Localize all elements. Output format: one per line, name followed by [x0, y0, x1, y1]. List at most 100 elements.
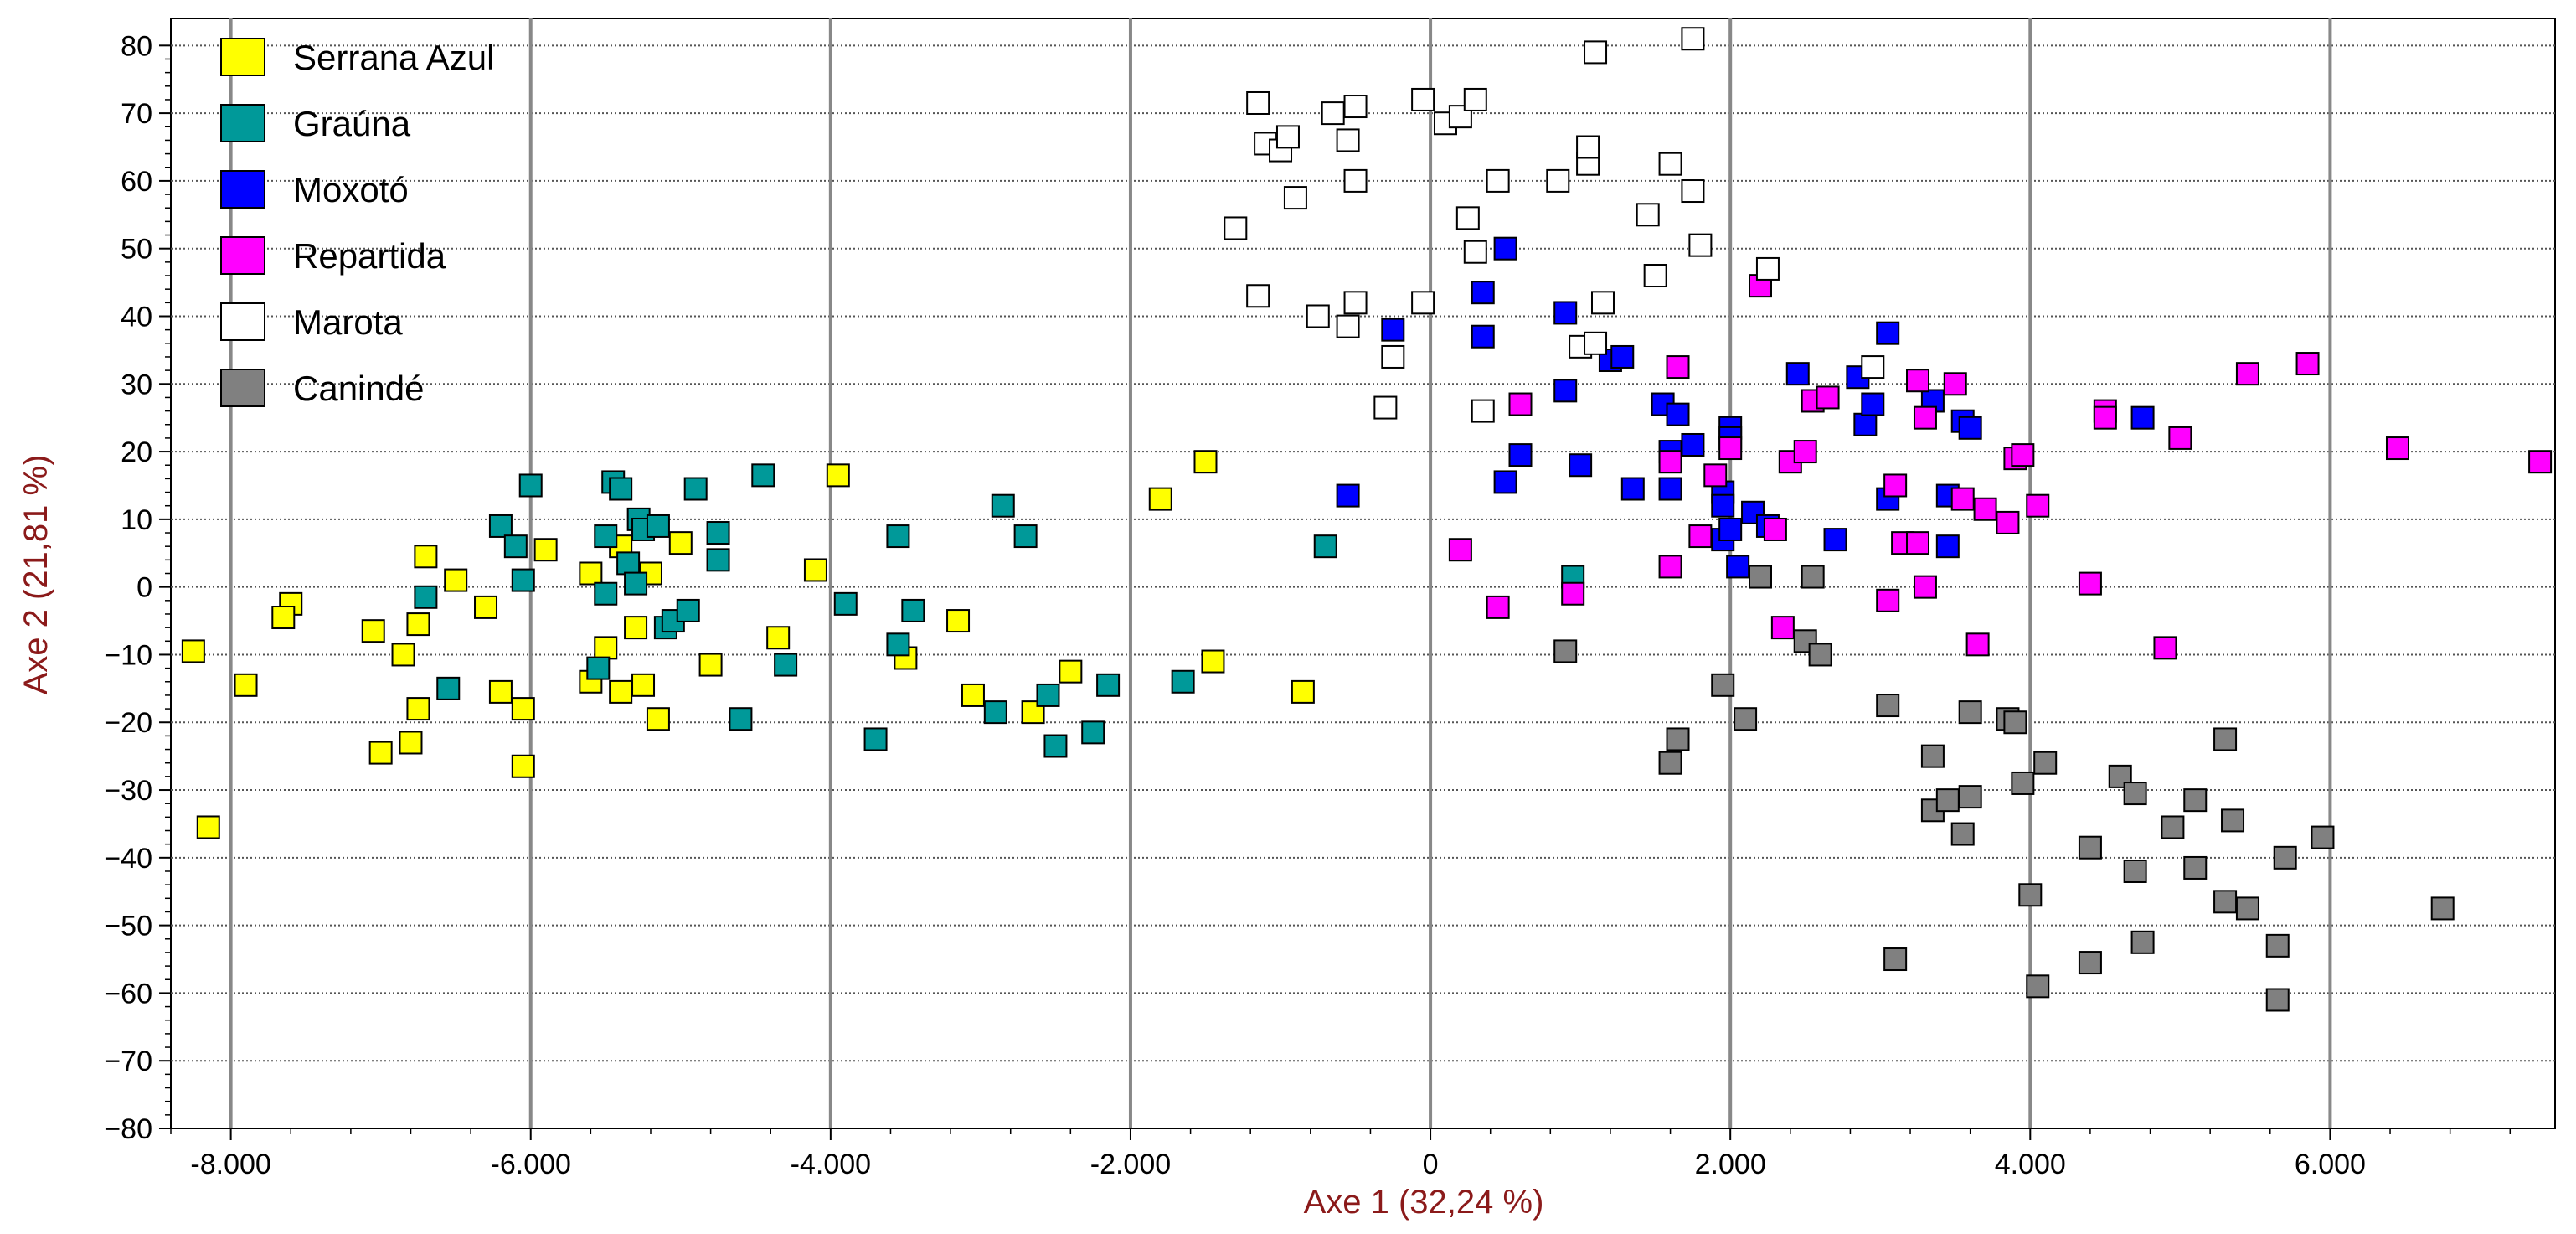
point-series-2	[1726, 555, 1750, 579]
point-series-0	[234, 673, 258, 697]
x-tick-label: 2.000	[1695, 1149, 1766, 1180]
point-series-4	[1373, 395, 1398, 420]
point-series-5	[2003, 710, 2027, 735]
legend-swatch	[220, 104, 265, 142]
point-series-0	[946, 609, 971, 633]
point-series-1	[488, 514, 513, 538]
point-series-0	[624, 616, 648, 640]
legend: Serrana Azul Graúna Moxotó Repartida Marota C…	[220, 38, 494, 408]
y-tick-label: 40	[121, 301, 152, 333]
point-series-0	[1201, 649, 1225, 674]
point-series-2	[1553, 379, 1578, 403]
point-series-5	[2130, 930, 2155, 954]
point-series-4	[1448, 105, 1472, 129]
point-series-5	[2123, 782, 2147, 806]
y-axis-title: Axe 2 (21,81 %)	[18, 455, 54, 695]
point-series-1	[676, 598, 700, 622]
point-series-4	[1584, 331, 1608, 355]
point-series-1	[901, 598, 925, 622]
point-series-4	[1576, 135, 1600, 159]
point-series-4	[1636, 203, 1660, 227]
data-points	[181, 27, 2553, 1012]
point-series-3	[1973, 497, 1997, 521]
point-series-3	[2011, 443, 2035, 467]
y-tick-label: −50	[104, 911, 152, 942]
legend-swatch	[220, 302, 265, 341]
point-series-2	[1336, 483, 1360, 508]
y-tick-label: −30	[104, 775, 152, 807]
point-series-3	[1943, 372, 1967, 396]
point-series-3	[1906, 369, 1930, 393]
plot-area	[170, 18, 2556, 1129]
point-series-0	[271, 606, 296, 630]
point-series-3	[1996, 510, 2020, 534]
legend-swatch	[220, 38, 265, 76]
x-tick-label: 0	[1423, 1149, 1439, 1180]
point-series-1	[706, 548, 730, 572]
point-series-4	[1283, 186, 1307, 210]
y-tick-label: −70	[104, 1046, 152, 1077]
point-series-4	[1306, 304, 1330, 328]
legend-swatch	[220, 369, 265, 407]
point-series-2	[1711, 493, 1735, 518]
x-tick-label: -4.000	[791, 1149, 871, 1180]
point-series-3	[1883, 473, 1908, 498]
point-series-2	[1861, 392, 1885, 416]
point-series-2	[1658, 477, 1682, 501]
point-series-3	[1876, 588, 1900, 612]
point-series-3	[2168, 426, 2192, 450]
point-series-4	[1246, 284, 1270, 308]
point-series-3	[2385, 436, 2409, 461]
point-series-3	[1448, 538, 1472, 562]
point-series-3	[1486, 595, 1510, 619]
point-series-2	[1553, 301, 1578, 325]
point-series-3	[1508, 392, 1533, 416]
point-series-5	[2033, 751, 2058, 775]
point-series-4	[1336, 128, 1360, 152]
point-series-3	[2093, 405, 2117, 430]
legend-label: Serrana Azul	[293, 38, 494, 77]
point-series-5	[2018, 883, 2043, 907]
point-series-3	[1688, 524, 1713, 549]
y-tick-label: −60	[104, 978, 152, 1009]
point-series-0	[399, 731, 423, 755]
point-series-5	[1658, 751, 1682, 775]
point-series-5	[2026, 974, 2050, 999]
point-series-0	[361, 619, 385, 643]
point-series-5	[1553, 639, 1578, 663]
legend-label: Repartida	[293, 236, 446, 276]
point-series-4	[1343, 168, 1368, 193]
y-tick-label: −10	[104, 639, 152, 671]
point-series-1	[706, 521, 730, 545]
point-series-4	[1224, 216, 1248, 240]
point-series-4	[1275, 125, 1300, 149]
point-series-1	[863, 727, 888, 751]
point-series-4	[1681, 27, 1705, 51]
point-series-3	[1770, 616, 1795, 640]
point-series-4	[1455, 206, 1480, 230]
point-series-0	[646, 707, 670, 731]
point-series-2	[1935, 534, 1960, 559]
point-series-4	[1681, 179, 1705, 204]
x-tick-label: -6.000	[491, 1149, 571, 1180]
point-series-5	[1876, 694, 1900, 718]
point-series-0	[1148, 487, 1172, 511]
point-series-5	[2221, 808, 2245, 833]
legend-label: Marota	[293, 302, 403, 342]
point-series-2	[1471, 324, 1495, 349]
point-series-3	[1965, 632, 1990, 657]
point-series-3	[2153, 636, 2177, 660]
point-series-4	[1755, 256, 1780, 281]
y-tick-label: 0	[137, 572, 152, 604]
point-series-1	[1171, 669, 1195, 694]
point-series-2	[1741, 500, 1765, 524]
point-series-1	[518, 473, 543, 498]
point-series-4	[1411, 291, 1435, 315]
point-series-2	[1508, 443, 1533, 467]
point-series-5	[2213, 890, 2238, 914]
y-tick-label: 80	[121, 30, 152, 62]
point-series-0	[631, 673, 656, 697]
point-series-5	[2265, 988, 2290, 1012]
point-series-5	[1950, 822, 1975, 846]
